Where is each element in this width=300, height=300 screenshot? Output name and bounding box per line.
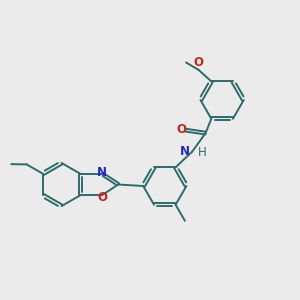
- Text: N: N: [180, 145, 190, 158]
- Text: O: O: [194, 56, 204, 69]
- Text: N: N: [97, 166, 107, 179]
- Text: H: H: [197, 146, 206, 159]
- Text: O: O: [98, 190, 107, 204]
- Text: O: O: [177, 123, 187, 136]
